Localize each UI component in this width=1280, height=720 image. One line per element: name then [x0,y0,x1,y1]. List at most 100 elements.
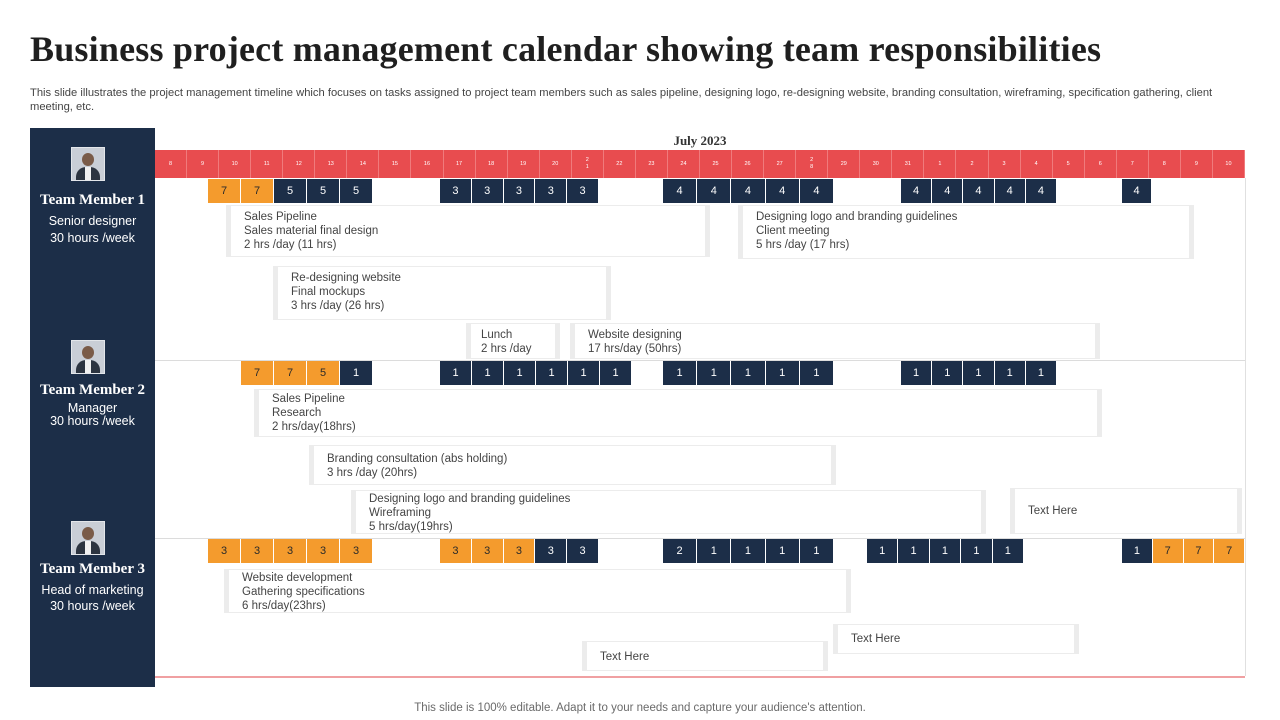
allocation-cell: 4 [799,179,834,203]
allocation-cell: 4 [1025,179,1057,203]
allocation-cell: 1 [963,361,995,385]
team-sidebar: Team Member 1 Senior designer 30 hours /… [30,128,155,687]
task-box: Text Here [1010,488,1242,534]
day-cell: 13 [315,150,348,178]
day-cell: 29 [828,150,861,178]
member-name: Team Member 3 [40,561,145,577]
bottom-border [155,676,1245,678]
day-cell: 30 [860,150,893,178]
task-line: 6 hrs/day(23hrs) [242,600,326,612]
task-line: 5 hrs/day(19hrs) [369,521,453,533]
task-line: Sales Pipeline [244,211,317,223]
allocation-cell: 4 [663,179,698,203]
allocation-cell: 1 [731,539,766,563]
task-box: Sales Pipeline Sales material final desi… [226,205,710,257]
allocation-cell: 1 [1025,361,1057,385]
day-cell: 17 [443,150,476,178]
task-line: Text Here [1028,505,1078,517]
day-cell: 12 [283,150,316,178]
day-cell: 18 [475,150,508,178]
avatar-icon [71,521,105,555]
footer-note: This slide is 100% editable. Adapt it to… [414,702,866,714]
day-cell: 8 [1148,150,1181,178]
allocation-cell: 3 [241,539,274,563]
allocation-cell: 1 [663,361,698,385]
task-line: Re-designing website [291,272,401,284]
allocation-cell: 4 [963,179,995,203]
task-line: Branding consultation (abs holding) [327,453,508,465]
day-cell: 31 [892,150,925,178]
day-cell: 25 [700,150,733,178]
member-role: Head of marketing [41,583,144,597]
allocation-cell: 3 [274,539,307,563]
task-line: Website designing [588,329,682,341]
allocation-cell: 1 [731,361,766,385]
day-cell: 11 [251,150,284,178]
allocation-cell: 1 [1122,539,1153,563]
allocation-cell: 3 [307,539,340,563]
day-cell: 16 [411,150,444,178]
allocation-cell: 1 [898,539,930,563]
allocation-cell: 5 [307,361,340,385]
member-role: Manager [67,401,118,415]
task-line: Sales Pipeline [272,393,345,405]
day-cell: 8 [155,150,188,178]
day-cell: 9 [187,150,220,178]
allocation-cell: 3 [567,179,599,203]
allocation-cell: 1 [472,361,504,385]
task-line: Designing logo and branding guidelines [369,493,571,505]
member-hours: 30 hours /week [50,231,135,245]
allocation-cell: 3 [440,179,472,203]
task-line: Research [272,407,322,419]
task-line: Designing logo and branding guidelines [756,211,958,223]
task-box: Re-designing website Final mockups 3 hrs… [273,266,611,320]
day-cell: 14 [347,150,380,178]
allocation-cell: 1 [799,361,834,385]
task-line: Website development [242,572,353,584]
allocation-cell: 1 [994,361,1026,385]
member-hours: 30 hours /week [50,599,135,613]
task-line: Wireframing [369,507,431,519]
task-line: 2 hrs /day (11 hrs) [244,239,337,251]
allocation-cell: 1 [340,361,373,385]
task-box: Designing logo and branding guidelines C… [738,205,1194,259]
day-cell: 7 [1116,150,1149,178]
member-role: Senior designer [48,214,137,228]
allocation-cell: 1 [536,361,568,385]
calendar-grid [155,178,1246,676]
allocation-cell: 3 [208,539,241,563]
task-line: Client meeting [756,225,830,237]
allocation-cell: 1 [440,361,472,385]
day-cell: 10 [219,150,252,178]
allocation-cell: 1 [799,539,834,563]
allocation-cell: 1 [600,361,632,385]
allocation-cell: 4 [697,179,732,203]
task-box: Website development Gathering specificat… [224,569,851,613]
task-line: Text Here [851,633,901,645]
day-cell: 2 1 [571,150,604,178]
task-box: Text Here [833,624,1079,654]
allocation-cell: 4 [932,179,964,203]
task-box: Website designing 17 hrs/day (50hrs) [570,323,1100,359]
day-cell: 5 [1052,150,1085,178]
allocation-cell: 7 [1152,539,1184,563]
allocation-cell: 1 [867,539,899,563]
allocation-cell: 3 [503,179,536,203]
task-box: Designing logo and branding guidelines W… [351,490,986,534]
allocation-cell: 4 [731,179,766,203]
day-cell: 6 [1084,150,1117,178]
allocation-cell: 1 [961,539,993,563]
avatar-icon [71,147,105,181]
task-line: Final mockups [291,286,366,298]
allocation-cell: 4 [901,179,933,203]
day-cell: 22 [603,150,636,178]
task-line: 2 hrs /day [481,343,532,355]
row-divider [155,538,1245,539]
allocation-cell: 5 [340,179,373,203]
day-cell: 2 8 [796,150,829,178]
member-name: Team Member 2 [40,382,145,398]
allocation-cell: 3 [471,539,504,563]
allocation-cell: 5 [274,179,307,203]
day-cell: 27 [764,150,797,178]
day-cell: 1 [924,150,957,178]
